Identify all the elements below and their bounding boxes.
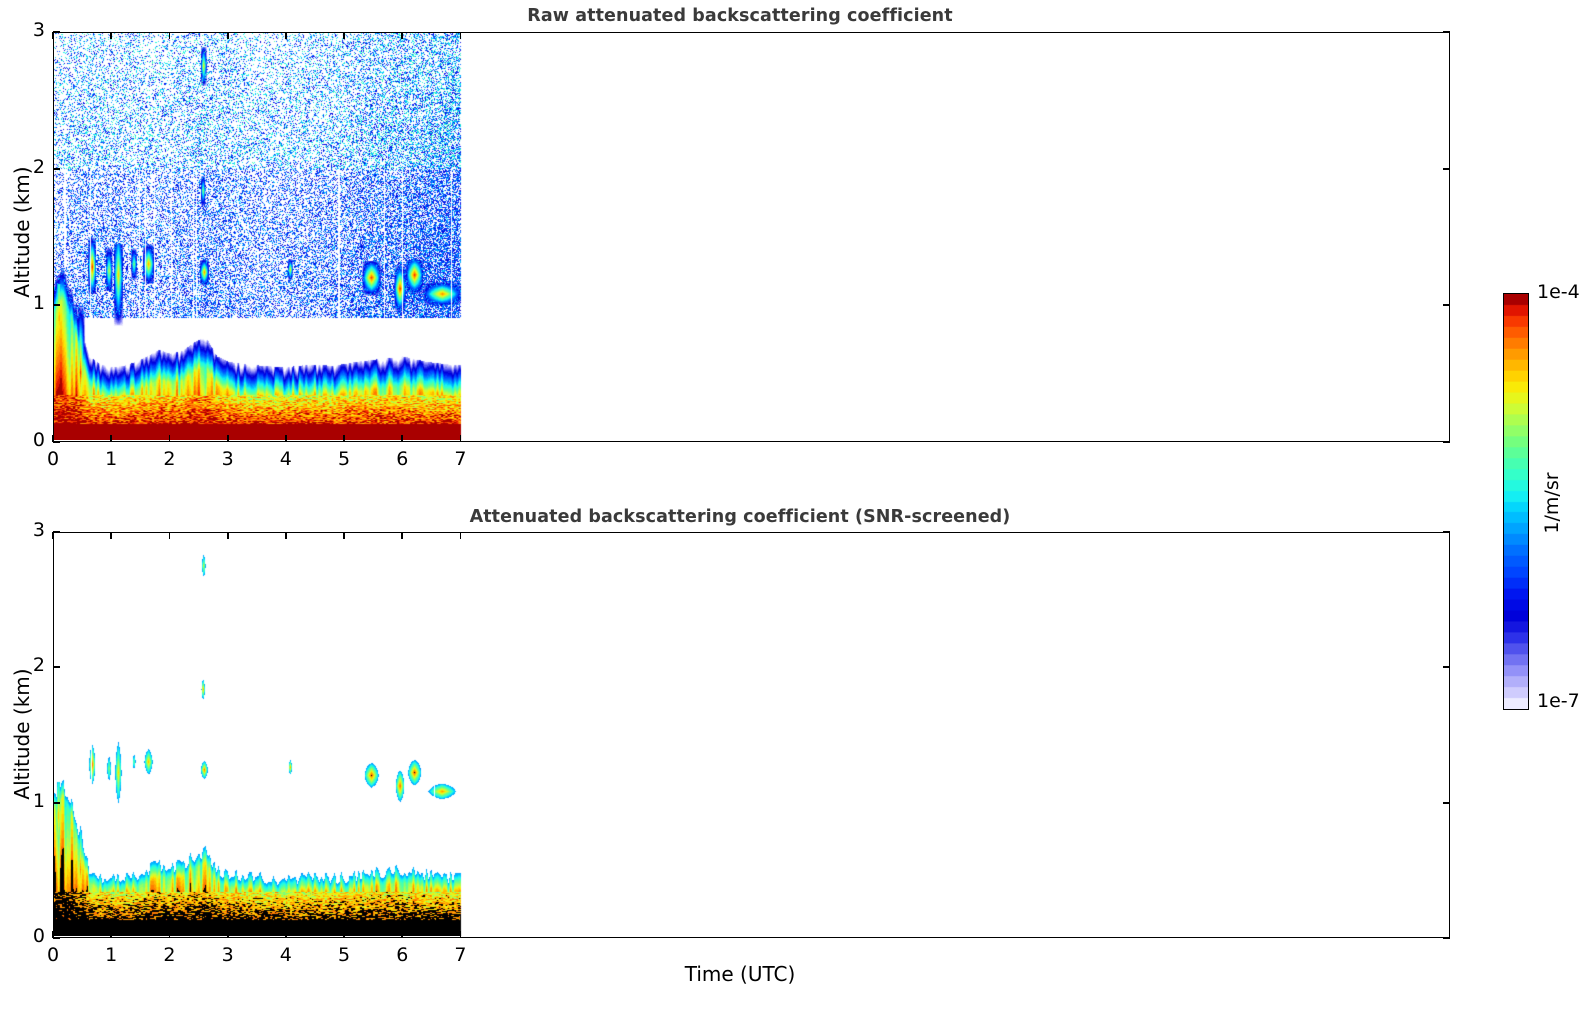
x-tick-raw-0 [52, 435, 54, 442]
y-tick-raw-3 [53, 31, 60, 33]
x-tick-screened-6 [401, 931, 404, 938]
x-tick-raw-5 [343, 32, 345, 39]
x-tick-screened-0 [52, 931, 54, 938]
x-tick-raw-0 [52, 32, 54, 39]
plot-axes-raw [53, 32, 1450, 442]
colorbar [1503, 293, 1529, 710]
heatmap-screened [54, 533, 1448, 936]
y-tick-label-raw-0: 0 [32, 429, 45, 451]
x-tick-label-screened-3: 3 [221, 944, 234, 966]
colorbar-min-label: 1e-7 [1537, 690, 1580, 712]
x-tick-screened-5 [343, 532, 345, 539]
x-tick-screened-4 [284, 931, 287, 938]
x-tick-label-screened-2: 2 [163, 944, 176, 966]
x-tick-screened-6 [401, 532, 404, 539]
x-tick-label-screened-0: 0 [46, 944, 60, 966]
y-tick-label-screened-1: 1 [32, 789, 45, 812]
x-tick-label-screened-5: 5 [337, 944, 351, 966]
x-tick-raw-3 [226, 32, 229, 39]
y-tick-raw-2 [1443, 167, 1450, 170]
y-tick-raw-0 [53, 441, 60, 443]
x-tick-label-screened-4: 4 [279, 944, 292, 966]
x-tick-label-screened-6: 6 [396, 944, 409, 966]
panel-title-screened: Attenuated backscattering coefficient (S… [469, 507, 1011, 527]
y-tick-screened-3 [1443, 531, 1450, 533]
x-tick-label-raw-6: 6 [396, 448, 409, 470]
y-tick-raw-2 [53, 167, 60, 170]
x-tick-screened-1 [110, 532, 113, 539]
x-tick-raw-2 [168, 32, 171, 39]
colorbar-unit-label: 1/m/sr [1541, 472, 1563, 534]
colorbar-max-label: 1e-4 [1537, 281, 1580, 303]
x-tick-screened-7 [459, 931, 462, 938]
x-tick-label-screened-1: 1 [105, 944, 118, 966]
x-tick-raw-6 [401, 435, 404, 442]
x-tick-raw-4 [284, 32, 287, 39]
panel-title-raw: Raw attenuated backscattering coefficien… [527, 6, 953, 26]
y-tick-label-raw-3: 3 [32, 19, 45, 41]
x-tick-screened-2 [168, 532, 171, 539]
y-tick-screened-2 [1443, 666, 1450, 669]
x-tick-label-raw-5: 5 [337, 448, 351, 470]
x-tick-label-raw-1: 1 [105, 448, 118, 470]
x-tick-screened-3 [226, 532, 229, 539]
y-tick-screened-2 [53, 666, 60, 669]
x-tick-raw-4 [284, 435, 287, 442]
y-tick-screened-1 [1443, 801, 1450, 804]
x-tick-screened-7 [459, 532, 462, 539]
y-tick-screened-1 [53, 801, 60, 804]
colorbar-gradient [1504, 294, 1528, 709]
x-axis-label: Time (UTC) [684, 962, 796, 986]
y-tick-label-screened-2: 2 [32, 654, 45, 677]
y-tick-raw-3 [1443, 31, 1450, 33]
x-tick-raw-1 [110, 32, 113, 39]
x-tick-label-raw-4: 4 [279, 448, 292, 470]
x-tick-screened-3 [226, 931, 229, 938]
plot-axes-screened [53, 532, 1450, 938]
x-tick-raw-2 [168, 435, 171, 442]
x-tick-screened-1 [110, 931, 113, 938]
y-tick-raw-0 [1443, 441, 1450, 443]
x-tick-raw-1 [110, 435, 113, 442]
x-tick-screened-0 [52, 532, 54, 539]
y-tick-raw-1 [1443, 304, 1450, 307]
x-tick-raw-5 [343, 435, 345, 442]
y-tick-label-raw-2: 2 [32, 155, 45, 178]
heatmap-raw [54, 33, 1448, 440]
x-tick-label-raw-0: 0 [46, 448, 60, 470]
x-tick-raw-6 [401, 32, 404, 39]
x-tick-label-screened-7: 7 [454, 944, 467, 966]
x-tick-raw-7 [459, 32, 462, 39]
x-tick-screened-5 [343, 931, 345, 938]
x-tick-screened-4 [284, 532, 287, 539]
y-tick-screened-0 [1443, 937, 1450, 939]
x-tick-raw-7 [459, 435, 462, 442]
y-tick-screened-0 [53, 937, 60, 939]
x-tick-label-raw-2: 2 [163, 448, 176, 470]
y-tick-label-screened-0: 0 [32, 925, 45, 947]
x-tick-label-raw-3: 3 [221, 448, 234, 470]
x-tick-screened-2 [168, 931, 171, 938]
y-tick-label-raw-1: 1 [32, 292, 45, 315]
x-tick-label-raw-7: 7 [454, 448, 467, 470]
y-tick-raw-1 [53, 304, 60, 307]
y-tick-screened-3 [53, 531, 60, 533]
y-tick-label-screened-3: 3 [32, 519, 45, 541]
x-tick-raw-3 [226, 435, 229, 442]
